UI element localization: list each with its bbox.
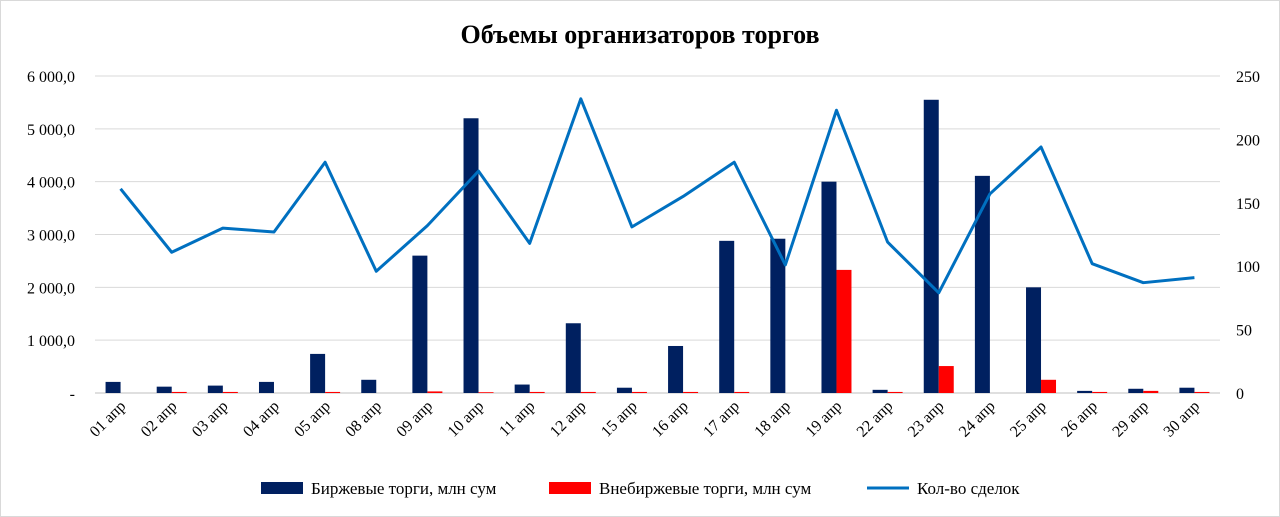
bars	[105, 99, 1210, 394]
y-right-tick-label: 100	[1236, 259, 1260, 276]
bar-exchange	[565, 323, 581, 393]
x-tick-label: 01 апр	[87, 398, 130, 441]
bar-otc	[631, 391, 647, 393]
x-tick-label: 17 апр	[700, 398, 743, 441]
bar-otc	[938, 366, 954, 393]
y-right-tick-label: 50	[1236, 323, 1252, 340]
bar-otc	[1041, 379, 1057, 393]
bar-exchange	[872, 389, 888, 393]
x-tick-label: 03 апр	[189, 398, 232, 441]
y-right-tick-label: 200	[1236, 132, 1260, 149]
bar-otc	[529, 391, 545, 393]
x-tick-label: 23 апр	[905, 398, 948, 441]
bar-exchange	[361, 379, 377, 393]
bar-otc	[836, 269, 852, 393]
bar-exchange	[310, 353, 326, 393]
legend-label: Биржевые торги, млн сум	[311, 479, 497, 498]
bar-exchange	[616, 387, 632, 393]
chart-title: Объемы организаторов торгов	[460, 20, 819, 49]
y-left-tick-label: -	[70, 386, 75, 403]
gridlines	[95, 75, 1220, 394]
bar-otc	[734, 391, 750, 393]
deals-line	[119, 97, 1195, 295]
y-right-tick-label: 150	[1236, 196, 1260, 213]
bar-otc	[1194, 391, 1210, 393]
x-tick-label: 02 апр	[138, 398, 181, 441]
bar-exchange	[412, 255, 428, 393]
bar-exchange	[514, 384, 530, 393]
y-right-tick-label: 250	[1236, 69, 1260, 86]
x-tick-label: 25 апр	[1007, 398, 1050, 441]
x-tick-label: 05 апр	[291, 398, 334, 441]
bar-exchange	[1026, 287, 1042, 393]
y-left-tick-label: 6 000,0	[27, 69, 75, 86]
bar-otc	[222, 391, 238, 393]
x-tick-label: 19 апр	[803, 398, 846, 441]
bar-exchange	[156, 386, 172, 393]
bar-otc	[1143, 390, 1159, 393]
line-deals-count	[119, 97, 1195, 295]
legend-swatch	[549, 482, 591, 494]
y-left-tick-label: 2 000,0	[27, 280, 75, 297]
bar-exchange	[207, 385, 223, 393]
bar-otc	[1092, 391, 1108, 393]
y-left-axis: - 1 000,0 2 000,0 3 000,0 4 000,0 5 000,0 6 00…	[27, 69, 75, 403]
y-left-tick-label: 4 000,0	[27, 175, 75, 192]
bar-exchange	[105, 381, 121, 393]
bar-otc	[427, 391, 443, 393]
x-tick-label: 29 апр	[1109, 398, 1152, 441]
bar-exchange	[1179, 387, 1195, 393]
bar-otc	[325, 391, 341, 393]
bar-exchange	[1077, 390, 1093, 393]
x-tick-label: 15 апр	[598, 398, 641, 441]
x-tick-label: 24 апр	[956, 398, 999, 441]
bar-otc	[683, 391, 699, 393]
bar-exchange	[668, 345, 684, 393]
y-left-tick-label: 1 000,0	[27, 333, 75, 350]
x-tick-label: 16 апр	[649, 398, 692, 441]
y-left-tick-label: 5 000,0	[27, 122, 75, 139]
y-right-axis: 0 50 100 150 200 250	[1236, 69, 1260, 403]
x-tick-label: 12 апр	[547, 398, 590, 441]
x-tick-label: 18 апр	[751, 398, 794, 441]
bar-exchange	[1128, 388, 1144, 393]
x-tick-label: 09 апр	[393, 398, 436, 441]
x-tick-label: 22 апр	[854, 398, 897, 441]
legend-swatch	[261, 482, 303, 494]
x-tick-label: 26 апр	[1058, 398, 1101, 441]
bar-exchange	[821, 181, 837, 393]
bar-otc	[478, 392, 494, 393]
y-right-tick-label: 0	[1236, 386, 1244, 403]
bar-exchange	[463, 118, 479, 394]
x-tick-label: 08 апр	[342, 398, 385, 441]
bar-exchange	[719, 240, 735, 393]
y-left-tick-label: 3 000,0	[27, 228, 75, 245]
legend-label: Внебиржевые торги, млн сум	[599, 479, 812, 498]
legend-label: Кол-во сделок	[917, 479, 1020, 498]
bar-otc	[580, 391, 596, 393]
x-axis: 01 апр 02 апр 03 апр 04 апр 05 апр 08 апр 09 а…	[87, 398, 1204, 441]
x-tick-label: 10 апр	[445, 398, 488, 441]
x-tick-label: 04 апр	[240, 398, 283, 441]
bar-exchange	[258, 381, 274, 393]
legend: Биржевые торги, млн сум Внебиржевые торги…	[261, 479, 1020, 498]
bar-otc	[171, 391, 187, 393]
x-tick-label: 11 апр	[496, 398, 538, 440]
bar-otc	[887, 391, 903, 393]
bar-exchange	[770, 238, 786, 393]
bar-exchange	[974, 175, 990, 393]
bar-exchange	[923, 99, 939, 394]
x-tick-label: 30 апр	[1161, 398, 1204, 441]
